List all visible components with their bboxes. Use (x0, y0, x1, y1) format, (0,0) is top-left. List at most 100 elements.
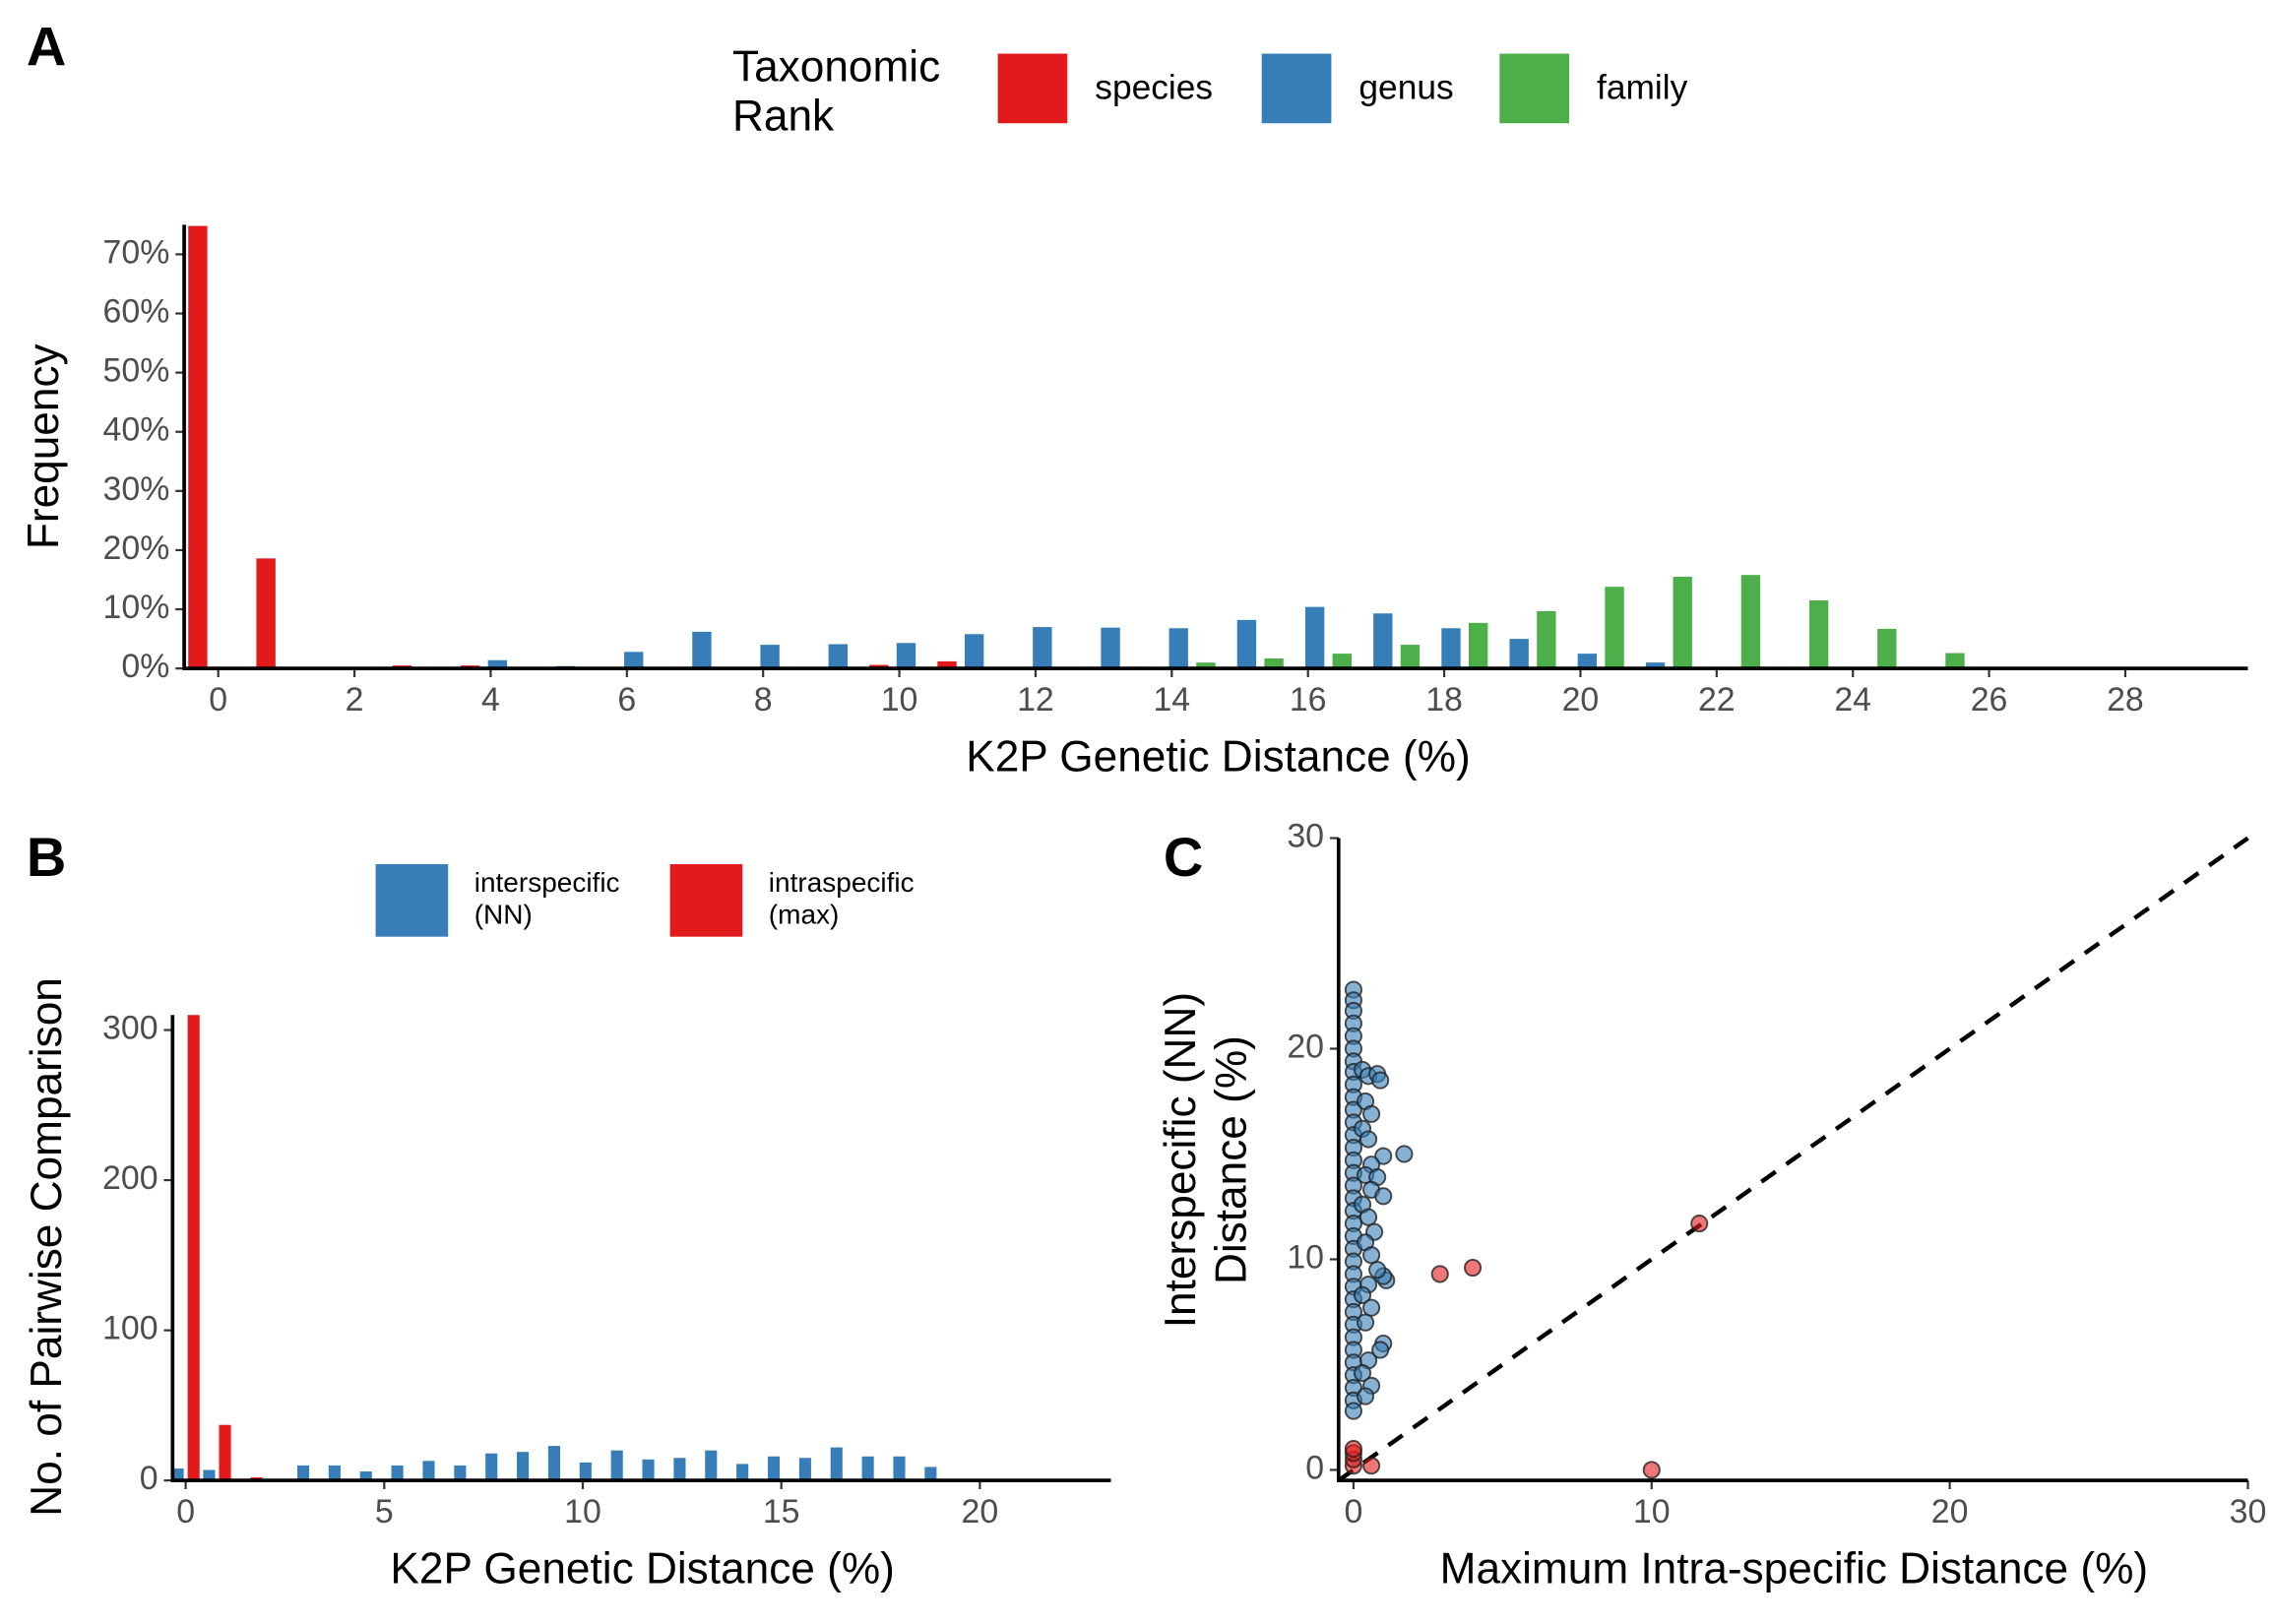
y-axis-title: No. of Pairwise Comparison (23, 977, 71, 1517)
legend-label: species (1095, 69, 1213, 107)
x-tick-label: 6 (617, 681, 636, 718)
y-tick-label: 200 (102, 1159, 158, 1197)
y-tick-label: 0 (1305, 1449, 1324, 1486)
bar (188, 225, 208, 669)
y-tick-label: 10 (1287, 1238, 1324, 1276)
bar (1441, 628, 1461, 669)
bar (1304, 606, 1325, 669)
bar (964, 634, 984, 669)
bar (1196, 662, 1216, 669)
point (1359, 1208, 1378, 1226)
x-tick-label: 0 (1344, 1493, 1362, 1530)
x-tick-label: 26 (1971, 681, 2008, 718)
x-tick-label: 10 (1633, 1493, 1671, 1530)
bar (1808, 600, 1829, 669)
x-tick-label: 24 (1834, 681, 1871, 718)
bar (1509, 639, 1529, 669)
point (1359, 1130, 1378, 1149)
point (1430, 1265, 1449, 1283)
panel-label: B (27, 826, 66, 888)
bar (454, 1465, 467, 1481)
x-axis-title: K2P Genetic Distance (%) (966, 733, 1470, 781)
bar (1332, 654, 1352, 669)
point (1362, 1457, 1381, 1475)
bar (422, 1461, 435, 1481)
bar (861, 1456, 874, 1481)
legend-key (1261, 53, 1332, 124)
y-axis-title: Interspecific (NN) Distance (%) (1157, 991, 1256, 1329)
bar (328, 1465, 341, 1481)
x-tick-label: 0 (176, 1493, 195, 1530)
point (1690, 1215, 1709, 1233)
legend-label-box: interspecific (NN) (474, 868, 620, 930)
bar (359, 1470, 372, 1481)
bar (736, 1464, 749, 1481)
point (1362, 1104, 1381, 1123)
legend-key (997, 53, 1068, 124)
x-tick-label: 20 (1931, 1493, 1969, 1530)
legend-key (375, 864, 449, 937)
point (1371, 1341, 1390, 1359)
bar (830, 1447, 843, 1481)
y-tick-label: 10% (103, 589, 170, 626)
legend-label: intraspecific (max) (768, 868, 915, 931)
bar (1169, 628, 1188, 669)
point (1353, 1363, 1372, 1383)
point (1344, 1402, 1362, 1420)
y-tick-label: 0% (121, 648, 169, 685)
bar (673, 1458, 686, 1481)
bar (1673, 576, 1692, 669)
bar (517, 1452, 530, 1481)
point (1464, 1258, 1483, 1278)
x-tick-label: 14 (1153, 681, 1190, 718)
panel-label: C (1164, 826, 1203, 888)
bar (610, 1450, 623, 1481)
x-tick-label: 5 (375, 1493, 394, 1530)
point (1353, 1285, 1372, 1304)
legend-label: genus (1358, 69, 1453, 107)
bar (391, 1465, 404, 1481)
legend-key (669, 864, 743, 937)
point (1344, 1439, 1362, 1459)
y-tick-label: 70% (103, 233, 170, 271)
y-axis-title-box: Interspecific (NN) Distance (%) (1157, 991, 1256, 1329)
point (1374, 1187, 1393, 1206)
point (1642, 1461, 1661, 1479)
bar (828, 644, 848, 669)
y-tick-label: 60% (103, 292, 170, 330)
y-axis-title: Frequency (20, 344, 68, 549)
x-axis-title: Maximum Intra-specific Distance (%) (1440, 1545, 2148, 1593)
bar (579, 1462, 592, 1481)
point (1371, 1071, 1390, 1090)
bar (705, 1450, 718, 1481)
bar (1645, 662, 1666, 669)
bar (937, 660, 957, 669)
y-tick-label: 30% (103, 470, 170, 508)
x-tick-label: 10 (881, 681, 918, 718)
bar (692, 631, 712, 669)
bar (485, 1453, 498, 1481)
bar (896, 643, 916, 669)
bar (1605, 587, 1624, 669)
x-tick-label: 18 (1425, 681, 1463, 718)
x-tick-label: 2 (346, 681, 364, 718)
x-tick-label: 8 (754, 681, 773, 718)
x-tick-label: 30 (2230, 1493, 2267, 1530)
bar (256, 558, 276, 669)
point (1362, 1298, 1381, 1317)
y-tick-label: 300 (102, 1009, 158, 1046)
bar (1537, 610, 1556, 669)
x-tick-label: 16 (1290, 681, 1327, 718)
x-tick-label: 22 (1698, 681, 1736, 718)
x-tick-label: 15 (763, 1493, 800, 1530)
bar (171, 1468, 184, 1481)
y-tick-label: 50% (103, 352, 170, 390)
bar (624, 652, 644, 669)
bar (547, 1446, 561, 1481)
bar (187, 1015, 200, 1481)
bar (1740, 575, 1761, 669)
point (1356, 1313, 1375, 1332)
bar (1033, 627, 1052, 669)
